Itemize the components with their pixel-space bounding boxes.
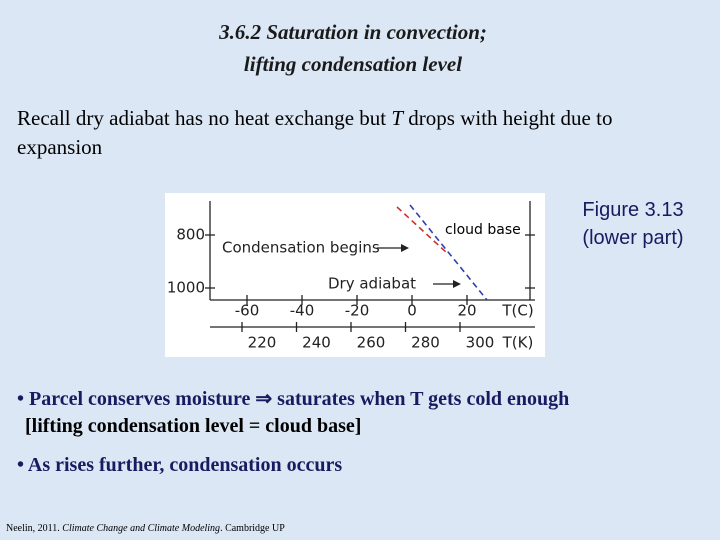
celsius-ticks: -60 -40 -20 0 20 220 240 260 280 300: [235, 295, 495, 352]
intro-text: Recall dry adiabat has no heat exchange …: [17, 104, 697, 162]
bullet-line: • Parcel conserves moisture ⇒ saturates …: [17, 388, 570, 410]
celsius-label: -60: [235, 302, 260, 320]
caption-line: (lower part): [582, 227, 684, 249]
text: Neelin, 2011.: [6, 523, 63, 534]
bullet-line: [lifting condensation level = cloud base…: [25, 415, 362, 437]
kelvin-label: 240: [302, 334, 331, 352]
title: 3.6.2 Saturation in convection; lifting …: [0, 16, 706, 80]
caption-line: Figure 3.13: [582, 199, 684, 221]
celsius-label: 20: [457, 302, 476, 320]
kelvin-label: 300: [466, 334, 495, 352]
dry-adiabat-line: [409, 204, 488, 301]
figure: 800 1000 -60 -40 -20 0 20 220 240 260 280 300 T(C…: [165, 193, 545, 357]
pressure-label: 1000: [167, 279, 205, 297]
citation: Neelin, 2011. Climate Change and Climate…: [6, 523, 285, 534]
cloud-base-label: cloud base: [445, 222, 521, 238]
kelvin-label: 220: [248, 334, 277, 352]
condensation-line: [396, 206, 448, 254]
kelvin-label: 260: [357, 334, 386, 352]
title-line: 3.6.2 Saturation in convection;: [219, 20, 487, 44]
celsius-label: -40: [290, 302, 315, 320]
figure-caption: Figure 3.13 (lower part): [552, 196, 714, 252]
axis-unit: T(K): [502, 334, 534, 352]
bullet: • Parcel conserves moisture ⇒ saturates …: [17, 386, 569, 440]
title-line: lifting condensation level: [243, 52, 463, 76]
text: drops with height due to expansion: [17, 106, 613, 159]
text: Recall dry adiabat has no heat exchange …: [17, 106, 392, 130]
arrowhead: [453, 280, 461, 288]
curve-label: Dry adiabat: [328, 275, 416, 293]
bullet-line: • As rises further, condensation occurs: [17, 454, 343, 476]
text: Climate Change and Climate Modeling: [62, 523, 221, 534]
arrowhead: [401, 244, 409, 252]
celsius-label: -20: [345, 302, 370, 320]
pressure-label: 800: [176, 226, 205, 244]
curve-label: Condensation begins: [222, 239, 380, 257]
axis-unit: T(C): [501, 302, 533, 320]
text: . Cambridge UP: [220, 523, 285, 534]
bullet: • As rises further, condensation occurs: [17, 452, 342, 479]
kelvin-label: 280: [411, 334, 440, 352]
text: T: [391, 106, 404, 130]
celsius-label: 0: [407, 302, 417, 320]
